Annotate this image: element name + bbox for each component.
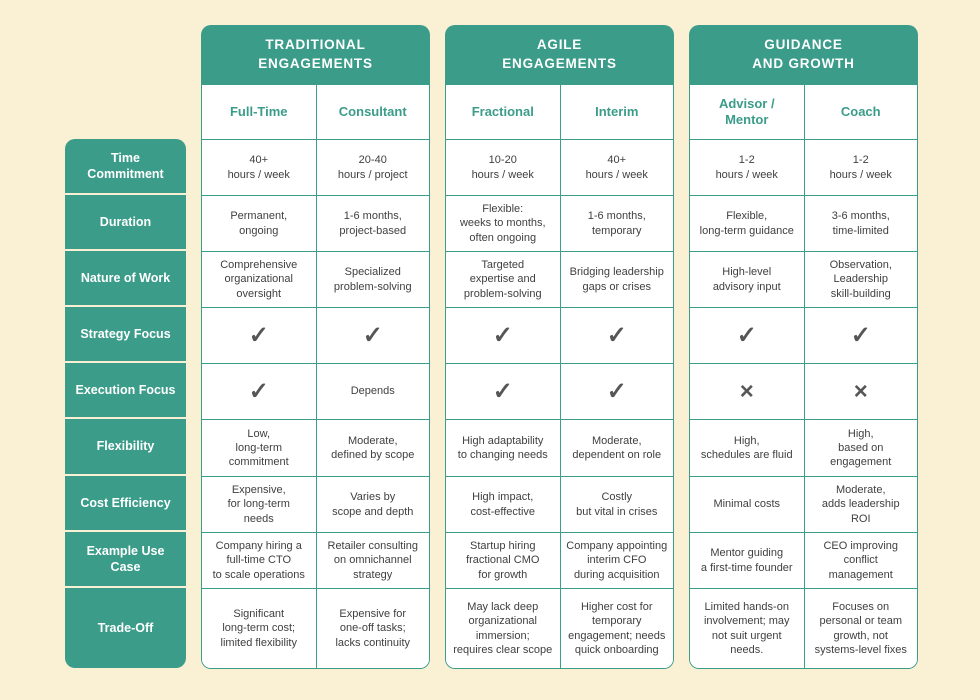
- row-label: Cost Efficiency: [65, 476, 186, 532]
- row-label: Strategy Focus: [65, 307, 186, 363]
- table-cell: Targeted expertise and problem-solving: [446, 251, 560, 307]
- table-cell: CEO improving conflict management: [803, 532, 917, 588]
- table-cell: Specialized problem-solving: [315, 251, 429, 307]
- table-cell: Comprehensive organizational oversight: [202, 251, 316, 307]
- row-label: Example Use Case: [65, 532, 186, 588]
- row-label: Nature of Work: [65, 251, 186, 307]
- cross-icon: ×: [803, 363, 917, 419]
- group-title-line2: ENGAGEMENTS: [258, 56, 373, 71]
- table-cell: Bridging leadership gaps or crises: [559, 251, 673, 307]
- check-icon: ✓: [202, 363, 316, 419]
- group-title-line2: AND GROWTH: [752, 56, 855, 71]
- table-cell: Startup hiring fractional CMO for growth: [446, 532, 560, 588]
- check-icon: ✓: [559, 363, 673, 419]
- table-cell: Flexible: weeks to months, often ongoing: [446, 195, 560, 251]
- column-name-fractional: Fractional: [446, 85, 560, 139]
- comparison-table-traditional: Full-Time Consultant 40+ hours / week 20-…: [201, 85, 430, 669]
- table-cell: Moderate, dependent on role: [559, 419, 673, 476]
- row-label: Duration: [65, 195, 186, 251]
- table-cell: 1-6 months, project-based: [315, 195, 429, 251]
- table-cell: Flexible, long-term guidance: [690, 195, 804, 251]
- table-cell: Mentor guiding a first-time founder: [690, 532, 804, 588]
- check-icon: ✓: [559, 307, 673, 363]
- table-cell: 20-40 hours / project: [315, 139, 429, 195]
- row-label: Time Commitment: [65, 139, 186, 195]
- table-cell: May lack deep organizational immersion; …: [446, 588, 560, 668]
- table-cell: 10-20 hours / week: [446, 139, 560, 195]
- comparison-table-agile: Fractional Interim 10-20 hours / week 40+…: [445, 85, 674, 669]
- group-agile-engagements: AGILE ENGAGEMENTS Fractional Interim 10-…: [445, 25, 674, 669]
- group-header-agile: AGILE ENGAGEMENTS: [445, 25, 674, 85]
- table-cell: Depends: [315, 363, 429, 419]
- table-cell: Minimal costs: [690, 476, 804, 532]
- check-icon: ✓: [690, 307, 804, 363]
- table-cell: Varies by scope and depth: [315, 476, 429, 532]
- group-title-line1: TRADITIONAL: [265, 37, 366, 53]
- table-cell: 1-2 hours / week: [803, 139, 917, 195]
- group-header-guidance: GUIDANCE AND GROWTH: [689, 25, 918, 85]
- sidebar-row-labels: Time Commitment Duration Nature of Work Str…: [65, 139, 186, 668]
- table-cell: 40+ hours / week: [202, 139, 316, 195]
- column-name-coach: Coach: [803, 85, 917, 139]
- group-header-traditional: TRADITIONAL ENGAGEMENTS: [201, 25, 430, 85]
- table-cell: Higher cost for temporary engagement; ne…: [559, 588, 673, 668]
- table-cell: High, schedules are fluid: [690, 419, 804, 476]
- cross-icon: ×: [690, 363, 804, 419]
- table-cell: 1-6 months, temporary: [559, 195, 673, 251]
- table-cell: Company appointing interim CFO during ac…: [559, 532, 673, 588]
- table-cell: Costly but vital in crises: [559, 476, 673, 532]
- table-cell: Retailer consulting on omnichannel strat…: [315, 532, 429, 588]
- group-guidance-and-growth: GUIDANCE AND GROWTH Advisor / Mentor Coa…: [689, 25, 918, 669]
- row-label: Execution Focus: [65, 363, 186, 419]
- table-cell: Significant long-term cost; limited flex…: [202, 588, 316, 668]
- check-icon: ✓: [202, 307, 316, 363]
- group-title-line1: GUIDANCE: [764, 37, 843, 53]
- table-cell: Expensive for one-off tasks; lacks conti…: [315, 588, 429, 668]
- group-title-line1: AGILE: [536, 37, 583, 53]
- column-name-full-time: Full-Time: [202, 85, 316, 139]
- row-label: Flexibility: [65, 419, 186, 476]
- layout: Time Commitment Duration Nature of Work Str…: [65, 25, 918, 669]
- check-icon: ✓: [446, 307, 560, 363]
- group-title-line2: ENGAGEMENTS: [502, 56, 617, 71]
- table-cell: 1-2 hours / week: [690, 139, 804, 195]
- row-label: Trade-Off: [97, 620, 154, 635]
- column-name-advisor-mentor: Advisor / Mentor: [690, 85, 804, 139]
- check-icon: ✓: [446, 363, 560, 419]
- table-cell: Permanent, ongoing: [202, 195, 316, 251]
- table-cell: Moderate, defined by scope: [315, 419, 429, 476]
- comparison-table-guidance: Advisor / Mentor Coach 1-2 hours / week 1…: [689, 85, 918, 669]
- table-cell: Low, long-term commitment: [202, 419, 316, 476]
- table-cell: High-level advisory input: [690, 251, 804, 307]
- table-cell: 3-6 months, time-limited: [803, 195, 917, 251]
- column-name-consultant: Consultant: [315, 85, 429, 139]
- check-icon: ✓: [315, 307, 429, 363]
- check-icon: ✓: [803, 307, 917, 363]
- table-cell: High adaptability to changing needs: [446, 419, 560, 476]
- table-cell: Limited hands-on involvement; may not su…: [690, 588, 804, 668]
- group-traditional-engagements: TRADITIONAL ENGAGEMENTS Full-Time Consul…: [201, 25, 430, 669]
- table-cell: Moderate, adds leadership ROI: [803, 476, 917, 532]
- table-cell: 40+ hours / week: [559, 139, 673, 195]
- table-cell: Observation, Leadership skill-building: [803, 251, 917, 307]
- table-cell: Expensive, for long-term needs: [202, 476, 316, 532]
- table-cell: High, based on engagement: [803, 419, 917, 476]
- table-cell: High impact, cost-effective: [446, 476, 560, 532]
- table-cell: Focuses on personal or team growth, not …: [803, 588, 917, 668]
- column-name-interim: Interim: [559, 85, 673, 139]
- table-cell: Company hiring a full-time CTO to scale …: [202, 532, 316, 588]
